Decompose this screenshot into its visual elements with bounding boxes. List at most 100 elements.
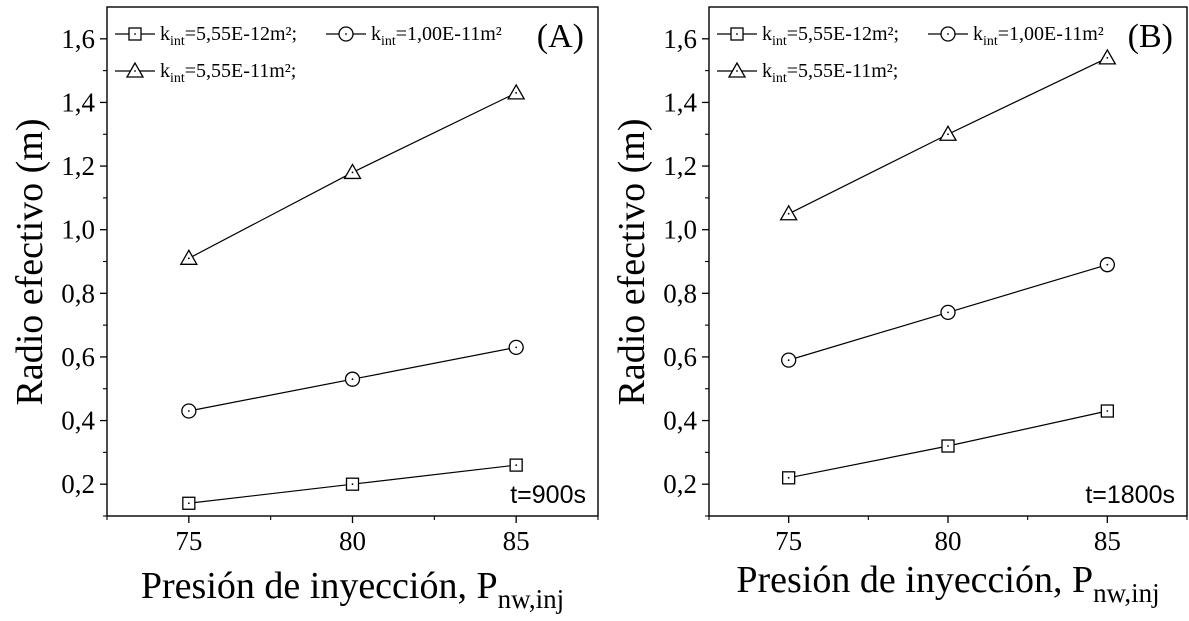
legend-label-value: =5,55E-12m²;: [185, 23, 297, 45]
data-point-square-center-dot: [1106, 410, 1109, 412]
y-tick-label: 1,6: [663, 24, 697, 54]
legend-label: kint=5,55E-11m²;: [762, 60, 898, 86]
data-point-triangle: [779, 204, 798, 221]
x-axis-label-subscript: nw,inj: [498, 584, 565, 614]
legend-label: kint=5,55E-12m²;: [762, 23, 899, 49]
x-axis-label: Presión de inyección, Pnw,inj: [141, 565, 564, 614]
data-point-triangle-center-dot: [187, 257, 190, 260]
data-point-triangle: [507, 83, 526, 100]
legend-marker-triangle: [125, 61, 145, 78]
y-tick-label: 0,6: [61, 342, 95, 372]
data-point-circle-center-dot: [351, 378, 354, 381]
y-tick-label: 1,6: [61, 24, 95, 54]
series-square: [182, 458, 523, 510]
data-point-square-center-dot: [351, 483, 354, 486]
y-tick-label: 1,4: [663, 87, 697, 117]
time-annotation: t=900s: [510, 481, 586, 509]
y-tick-label: 0,6: [663, 342, 697, 372]
legend-label-k: k: [973, 23, 983, 45]
legend-label-value: =1,00E-11m²: [396, 23, 502, 45]
legend-marker-triangle-center-dot: [736, 70, 738, 72]
y-tick-label: 1,4: [61, 87, 95, 117]
y-axis-label: Radio efectivo (m): [9, 118, 51, 405]
legend-label: kint=1,00E-11m²: [371, 23, 502, 49]
legend-item: kint=5,55E-11m²;: [717, 60, 898, 86]
x-tick-label: 75: [775, 526, 802, 556]
data-point-square-center-dot: [187, 502, 190, 505]
legend-label-k: k: [160, 60, 170, 82]
legend-label-k: k: [160, 23, 170, 45]
x-axis-label-subscript: nw,inj: [1093, 578, 1160, 608]
data-point-triangle: [938, 124, 958, 141]
legend: kint=5,55E-12m²; kint=1,00E-11m²kint=5,55…: [115, 23, 502, 86]
data-point-circle-center-dot: [947, 311, 949, 314]
y-tick-label: 0,4: [663, 406, 697, 436]
y-tick-label: 1,0: [663, 215, 697, 245]
data-point-square-center-dot: [947, 445, 949, 447]
legend-item: kint=5,55E-11m²;: [115, 60, 296, 86]
data-point-triangle: [343, 163, 362, 180]
x-axis-label: Presión de inyección, Pnw,inj: [736, 559, 1159, 608]
legend: kint=5,55E-12m²; kint=1,00E-11m²kint=5,55…: [717, 23, 1104, 86]
legend-label-value: =5,55E-11m²;: [787, 60, 899, 82]
legend-label-k: k: [762, 23, 772, 45]
data-point-triangle-center-dot: [1106, 57, 1109, 59]
legend-label-k: k: [371, 23, 381, 45]
legend-label: kint=5,55E-11m²;: [160, 60, 296, 86]
legend-item: kint=5,55E-12m²;: [717, 23, 899, 49]
data-point-circle-center-dot: [787, 359, 790, 362]
y-tick-label: 1,2: [61, 151, 95, 181]
data-point-circle-center-dot: [187, 410, 190, 412]
legend-label-subscript: int: [170, 71, 185, 86]
y-axis-label: Radio efectivo (m): [611, 118, 653, 405]
data-point-triangle-center-dot: [515, 91, 518, 94]
legend-label-subscript: int: [381, 34, 396, 49]
data-point-triangle: [179, 249, 198, 265]
legend-marker-square-center-dot: [736, 33, 738, 35]
chart-panel-b: 0,2 0,4 0,6 0,8 1,0 1,2 1,4 1,6 75 80 85 Radio efec…: [611, 6, 1188, 608]
legend-label-subscript: int: [170, 34, 185, 49]
panel-label: (B): [1128, 18, 1173, 55]
x-tick-label: 75: [175, 526, 202, 556]
legend-marker-circle-center-dot: [947, 33, 949, 35]
data-point-circle-center-dot: [515, 346, 518, 349]
legend-label-value: =5,55E-12m²;: [787, 23, 899, 45]
y-tick-label: 1,2: [663, 151, 697, 181]
legend-item: kint=1,00E-11m²: [326, 23, 502, 49]
y-tick-label: 0,2: [61, 469, 95, 499]
legend-label: kint=5,55E-12m²;: [160, 23, 297, 49]
x-tick-label: 85: [1094, 526, 1121, 556]
legend-label-subscript: int: [772, 34, 787, 49]
legend-label-subscript: int: [772, 71, 787, 86]
data-point-triangle: [1098, 48, 1117, 65]
y-tick-label: 1,0: [61, 215, 95, 245]
legend-label-value: =5,55E-11m²;: [185, 60, 297, 82]
data-point-square-center-dot: [515, 464, 518, 466]
panel-label: (A): [537, 18, 584, 55]
x-tick-label: 85: [503, 526, 530, 556]
legend-label-k: k: [762, 60, 772, 82]
legend-marker-triangle-center-dot: [134, 70, 136, 72]
x-tick-label: 80: [935, 526, 962, 556]
data-point-square-center-dot: [787, 476, 790, 479]
series-triangle: [779, 48, 1117, 221]
x-axis-label-main: Presión de inyección, P: [141, 565, 498, 607]
legend-item: kint=1,00E-11m²: [928, 23, 1104, 49]
data-point-triangle-center-dot: [947, 133, 949, 136]
legend-marker-circle-center-dot: [345, 33, 347, 35]
chart-panel-a: 0,2 0,4 0,6 0,8 1,0 1,2 1,4 1,6 75 80 85 Radio efec…: [9, 6, 599, 614]
legend-label-subscript: int: [983, 34, 998, 49]
time-annotation: t=1800s: [1085, 481, 1175, 509]
x-tick-label: 80: [339, 526, 366, 556]
data-point-circle-center-dot: [1106, 263, 1109, 266]
series-circle: [781, 257, 1115, 368]
series-square: [782, 404, 1114, 485]
y-tick-label: 0,8: [663, 278, 697, 308]
legend-marker-triangle: [727, 61, 747, 78]
y-tick-label: 0,8: [61, 278, 95, 308]
y-tick-label: 0,4: [61, 406, 95, 436]
legend-marker-square-center-dot: [134, 33, 136, 35]
data-point-triangle-center-dot: [351, 171, 354, 174]
legend-item: kint=5,55E-12m²;: [115, 23, 297, 49]
